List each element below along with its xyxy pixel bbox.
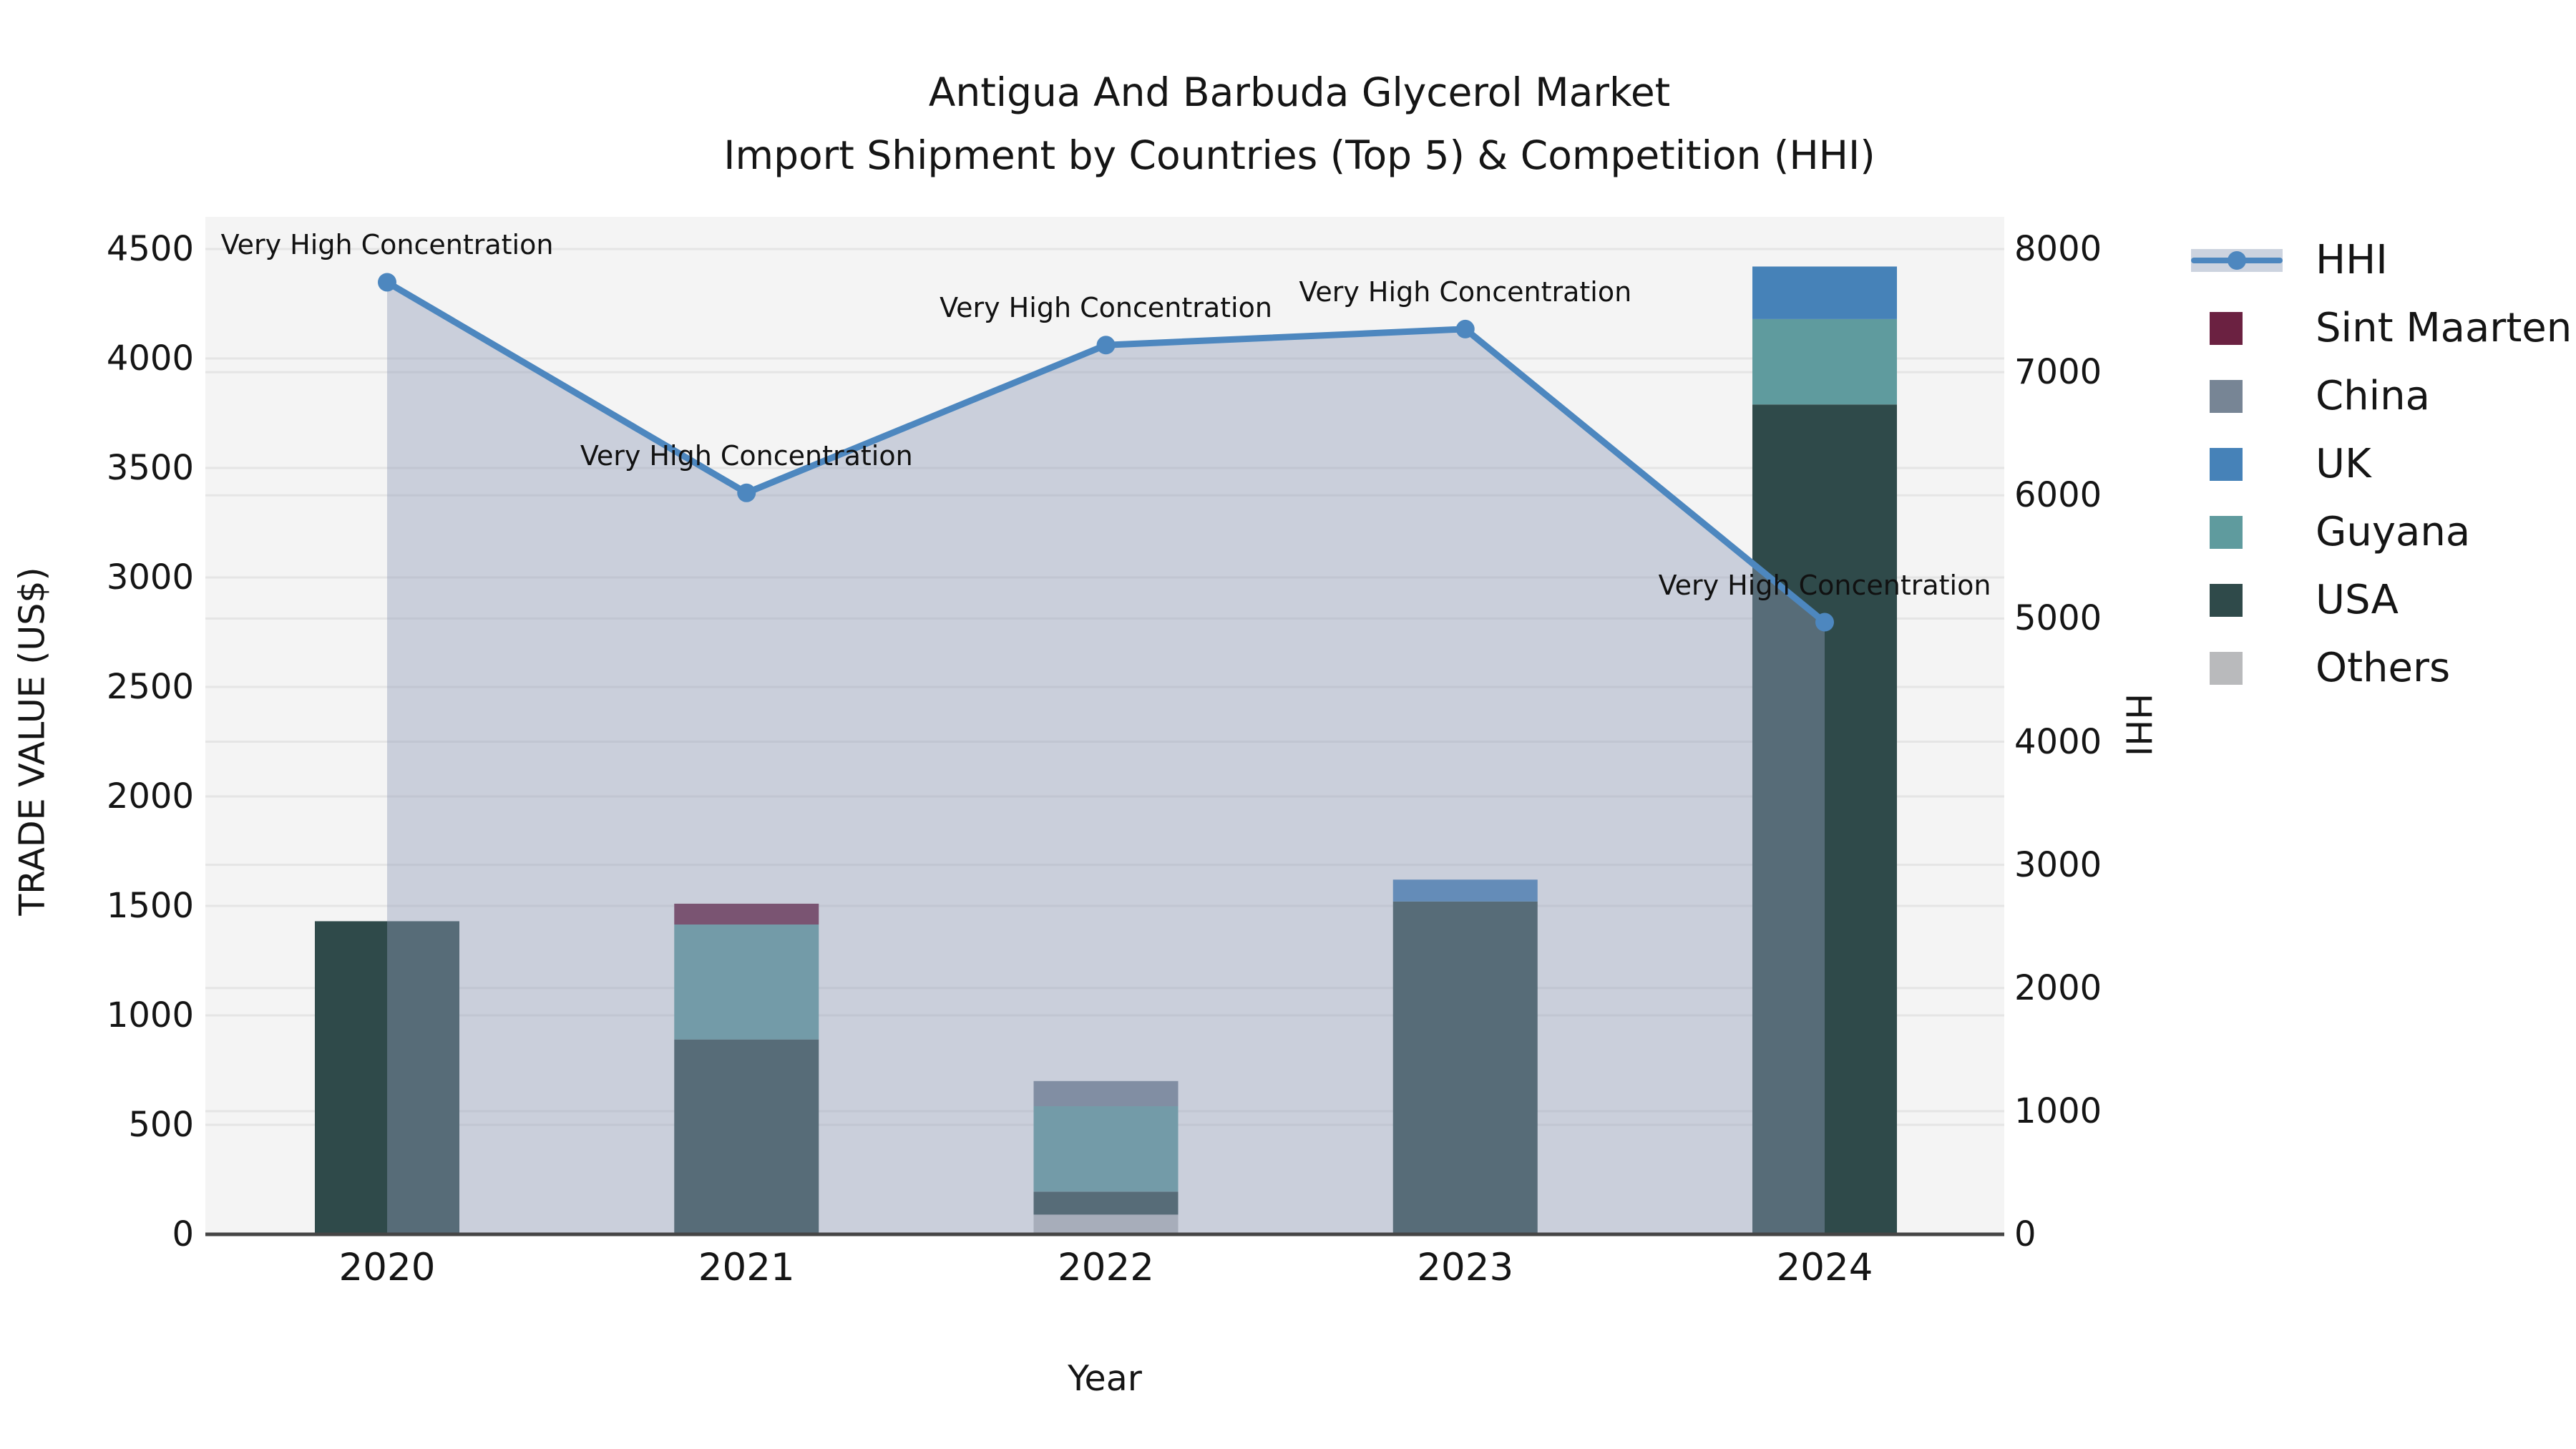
left-tick-2500: 2500 [106,667,194,707]
legend-item-usa: USA [2191,566,2572,634]
legend-color-swatch-icon [2191,651,2298,685]
left-tick-1500: 1500 [106,886,194,926]
legend-color-swatch-icon [2191,583,2298,617]
legend-line-swatch-icon [2191,246,2298,275]
hhi-marker-2023 [1455,319,1475,338]
x-tick-2023: 2023 [1417,1246,1514,1289]
right-tick-7000: 7000 [2014,352,2102,393]
bar-segment-usa-2023 [1392,901,1538,1234]
bar-segment-usa-2021 [674,1039,819,1234]
chart-title-line1: Antigua And Barbuda Glycerol Market [928,69,1671,115]
hhi-marker-2022 [1096,336,1116,355]
legend-label: UK [2316,441,2371,487]
legend-label: China [2316,373,2430,419]
left-tick-2000: 2000 [106,776,194,816]
annotation-2021: Very High Concentration [580,439,913,472]
bar-segment-others-2022 [1033,1214,1179,1234]
hhi-area-fill [387,282,1825,1234]
left-axis-title: TRADE VALUE (US$) [11,567,53,916]
plot-area [205,217,2004,1234]
bar-segment-uk-2023 [1392,879,1538,902]
x-tick-2024: 2024 [1776,1246,1873,1289]
right-tick-2000: 2000 [2014,967,2102,1008]
left-tick-1000: 1000 [106,995,194,1035]
legend-item-sint-maarten: Sint Maarten [2191,294,2572,362]
bar-segment-sint-maarten-2021 [674,903,819,925]
right-tick-3000: 3000 [2014,844,2102,885]
left-tick-3500: 3500 [106,448,194,488]
bar-segment-guyana-2024 [1752,318,1897,405]
right-tick-1000: 1000 [2014,1091,2102,1131]
bar-segment-usa-2024 [1752,404,1897,1234]
legend-item-others: Others [2191,634,2572,702]
legend-label: Others [2316,645,2451,691]
legend-item-guyana: Guyana [2191,498,2572,566]
right-tick-6000: 6000 [2014,475,2102,516]
legend-color-swatch-icon [2191,515,2298,549]
bar-segment-uk-2024 [1752,266,1897,319]
legend-label: HHI [2316,237,2388,283]
left-tick-500: 500 [128,1105,194,1145]
hhi-marker-2024 [1815,613,1834,632]
legend-label: Sint Maarten [2316,305,2572,351]
annotation-2023: Very High Concentration [1299,275,1632,308]
legend: HHI Sint Maarten China UK Guyana USA Others [2191,226,2572,702]
hhi-marker-2021 [737,483,756,502]
bar-segment-china-2022 [1033,1080,1179,1106]
right-tick-4000: 4000 [2014,721,2102,762]
right-tick-8000: 8000 [2014,229,2102,269]
left-tick-0: 0 [172,1214,194,1254]
chart-title-line2: Import Shipment by Countries (Top 5) & C… [723,132,1875,178]
legend-color-swatch-icon [2191,379,2298,413]
bar-segment-guyana-2022 [1033,1106,1179,1192]
legend-item-china: China [2191,362,2572,430]
bar-segment-guyana-2021 [674,924,819,1040]
legend-color-swatch-icon [2191,447,2298,481]
legend-item-uk: UK [2191,430,2572,498]
bar-segment-usa-2020 [315,921,459,1234]
legend-item-hhi: HHI [2191,226,2572,294]
annotation-2022: Very High Concentration [940,292,1272,324]
legend-color-swatch-icon [2191,311,2298,345]
x-tick-2021: 2021 [698,1246,795,1289]
legend-label: USA [2316,577,2399,623]
x-tick-2022: 2022 [1058,1246,1154,1289]
hhi-marker-2020 [378,273,396,292]
annotation-2024: Very High Concentration [1658,569,1991,601]
legend-label: Guyana [2316,509,2471,555]
left-tick-4500: 4500 [106,229,194,269]
annotation-2020: Very High Concentration [220,229,554,261]
left-tick-3000: 3000 [106,557,194,597]
x-tick-2020: 2020 [338,1246,436,1289]
x-axis-title: Year [1068,1358,1142,1399]
right-tick-5000: 5000 [2014,598,2102,639]
right-axis-title: HHI [2117,693,2159,757]
left-tick-4000: 4000 [106,338,194,379]
right-tick-0: 0 [2014,1214,2036,1254]
bar-segment-usa-2022 [1033,1191,1179,1215]
